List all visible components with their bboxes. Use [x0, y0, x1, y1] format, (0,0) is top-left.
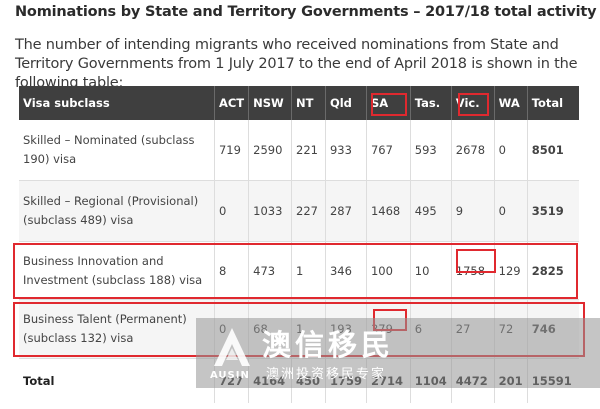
cell-act: 0: [214, 180, 250, 242]
cell-vic: 9: [451, 180, 495, 242]
watermark-brand: 澳信移民: [262, 328, 395, 362]
cell-nsw: 473: [248, 241, 293, 300]
cell-wa: 129: [494, 241, 528, 300]
highlight-vic-header: [458, 93, 489, 116]
col-header-tas: Tas.: [410, 86, 452, 120]
table-row: Business Innovation and Investment (subc…: [19, 241, 579, 300]
col-header-act: ACT: [214, 86, 250, 120]
nominations-table: Visa subclass ACT NSW NT Qld SA Tas. Vic…: [19, 86, 579, 403]
col-header-subclass: Visa subclass: [19, 86, 215, 120]
cell-subclass: Business Innovation and Investment (subc…: [19, 241, 215, 300]
col-header-nt: NT: [291, 86, 326, 120]
cell-sa: 100: [366, 241, 411, 300]
cell-vic: 2678: [451, 120, 495, 181]
cell-wa: 0: [494, 120, 528, 181]
table-header-row: Visa subclass ACT NSW NT Qld SA Tas. Vic…: [19, 86, 579, 120]
col-header-total: Total: [527, 86, 579, 120]
cell-qld: 287: [325, 180, 367, 242]
cell-nt: 221: [291, 120, 326, 181]
cell-subclass: Skilled – Nominated (subclass 190) visa: [19, 120, 215, 181]
table-row: Skilled – Nominated (subclass 190) visa …: [19, 120, 579, 181]
cell-act: 8: [214, 241, 250, 300]
col-header-nsw: NSW: [248, 86, 293, 120]
intro-paragraph: The number of intending migrants who rec…: [15, 37, 578, 91]
cell-tas: 10: [410, 241, 452, 300]
cell-total: 2825: [527, 241, 579, 300]
highlight-row-188: [13, 243, 578, 299]
highlight-sa-header: [371, 93, 407, 116]
cell-vic: 1758: [451, 241, 495, 300]
col-header-wa: WA: [494, 86, 528, 120]
cell-sa: 1468: [366, 180, 411, 242]
cell-wa: 0: [494, 180, 528, 242]
cell-nsw: 1033: [248, 180, 293, 242]
cell-qld: 346: [325, 241, 367, 300]
cell-act: 719: [214, 120, 250, 181]
col-header-qld: Qld: [325, 86, 367, 120]
watermark-brand-en: AUSIN: [210, 370, 250, 381]
cell-subclass: Business Talent (Permanent) (subclass 13…: [19, 299, 215, 359]
cell-nt: 1: [291, 241, 326, 300]
table-row: Skilled – Regional (Provisional) (subcla…: [19, 180, 579, 242]
watermark-overlay: [196, 318, 600, 388]
cell-nt: 227: [291, 180, 326, 242]
cell-subclass: Total: [19, 358, 215, 403]
cell-qld: 933: [325, 120, 367, 181]
cell-total: 8501: [527, 120, 579, 181]
cell-tas: 593: [410, 120, 452, 181]
highlight-vic-1758: [456, 249, 496, 273]
cell-nsw: 2590: [248, 120, 293, 181]
watermark-tagline: 澳洲投资移民专家: [266, 367, 387, 382]
cell-tas: 495: [410, 180, 452, 242]
section-heading: Nominations by State and Territory Gover…: [15, 4, 597, 20]
ausin-logo-icon: [212, 326, 252, 368]
cell-subclass: Skilled – Regional (Provisional) (subcla…: [19, 180, 215, 242]
cell-sa: 767: [366, 120, 411, 181]
cell-total: 3519: [527, 180, 579, 242]
